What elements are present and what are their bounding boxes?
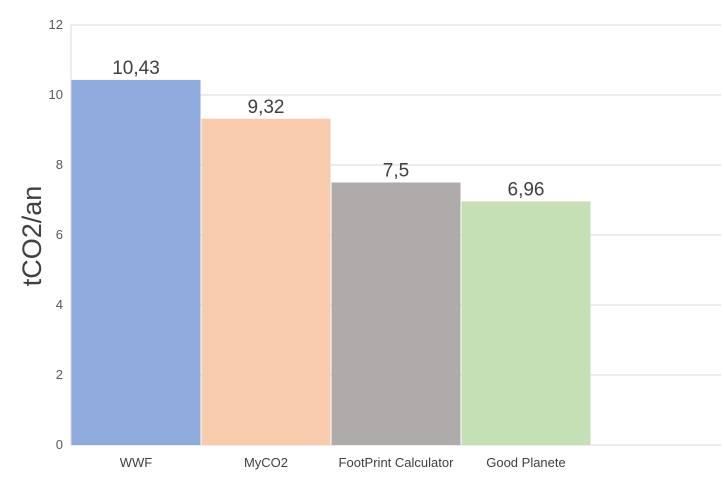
category-label: Good Planete — [486, 455, 566, 470]
category-label: FootPrint Calculator — [339, 455, 455, 470]
category-label: MyCO2 — [244, 455, 288, 470]
y-tick-label: 2 — [56, 367, 63, 382]
y-tick-label: 10 — [49, 87, 63, 102]
data-labels: 10,43 9,32 7,5 6,96 — [112, 58, 544, 200]
bar — [331, 182, 461, 445]
data-label: 10,43 — [112, 58, 160, 79]
category-label: WWF — [120, 455, 153, 470]
y-tick-label: 6 — [56, 227, 63, 242]
bar — [201, 118, 331, 446]
bars — [71, 79, 591, 446]
category-labels: WWF MyCO2 FootPrint Calculator Good Planete — [120, 455, 566, 470]
y-axis-title: tCO2/an — [17, 186, 47, 287]
y-tick-label: 4 — [56, 297, 63, 312]
bar — [461, 201, 591, 445]
y-tick-label: 8 — [56, 157, 63, 172]
data-label: 6,96 — [508, 179, 545, 200]
y-axis-ticks: 0 2 4 6 8 10 12 — [49, 17, 63, 452]
bar — [71, 79, 201, 445]
y-tick-label: 12 — [49, 17, 63, 32]
data-label: 9,32 — [248, 97, 285, 118]
data-label: 7,5 — [383, 161, 409, 182]
y-tick-label: 0 — [56, 437, 63, 452]
